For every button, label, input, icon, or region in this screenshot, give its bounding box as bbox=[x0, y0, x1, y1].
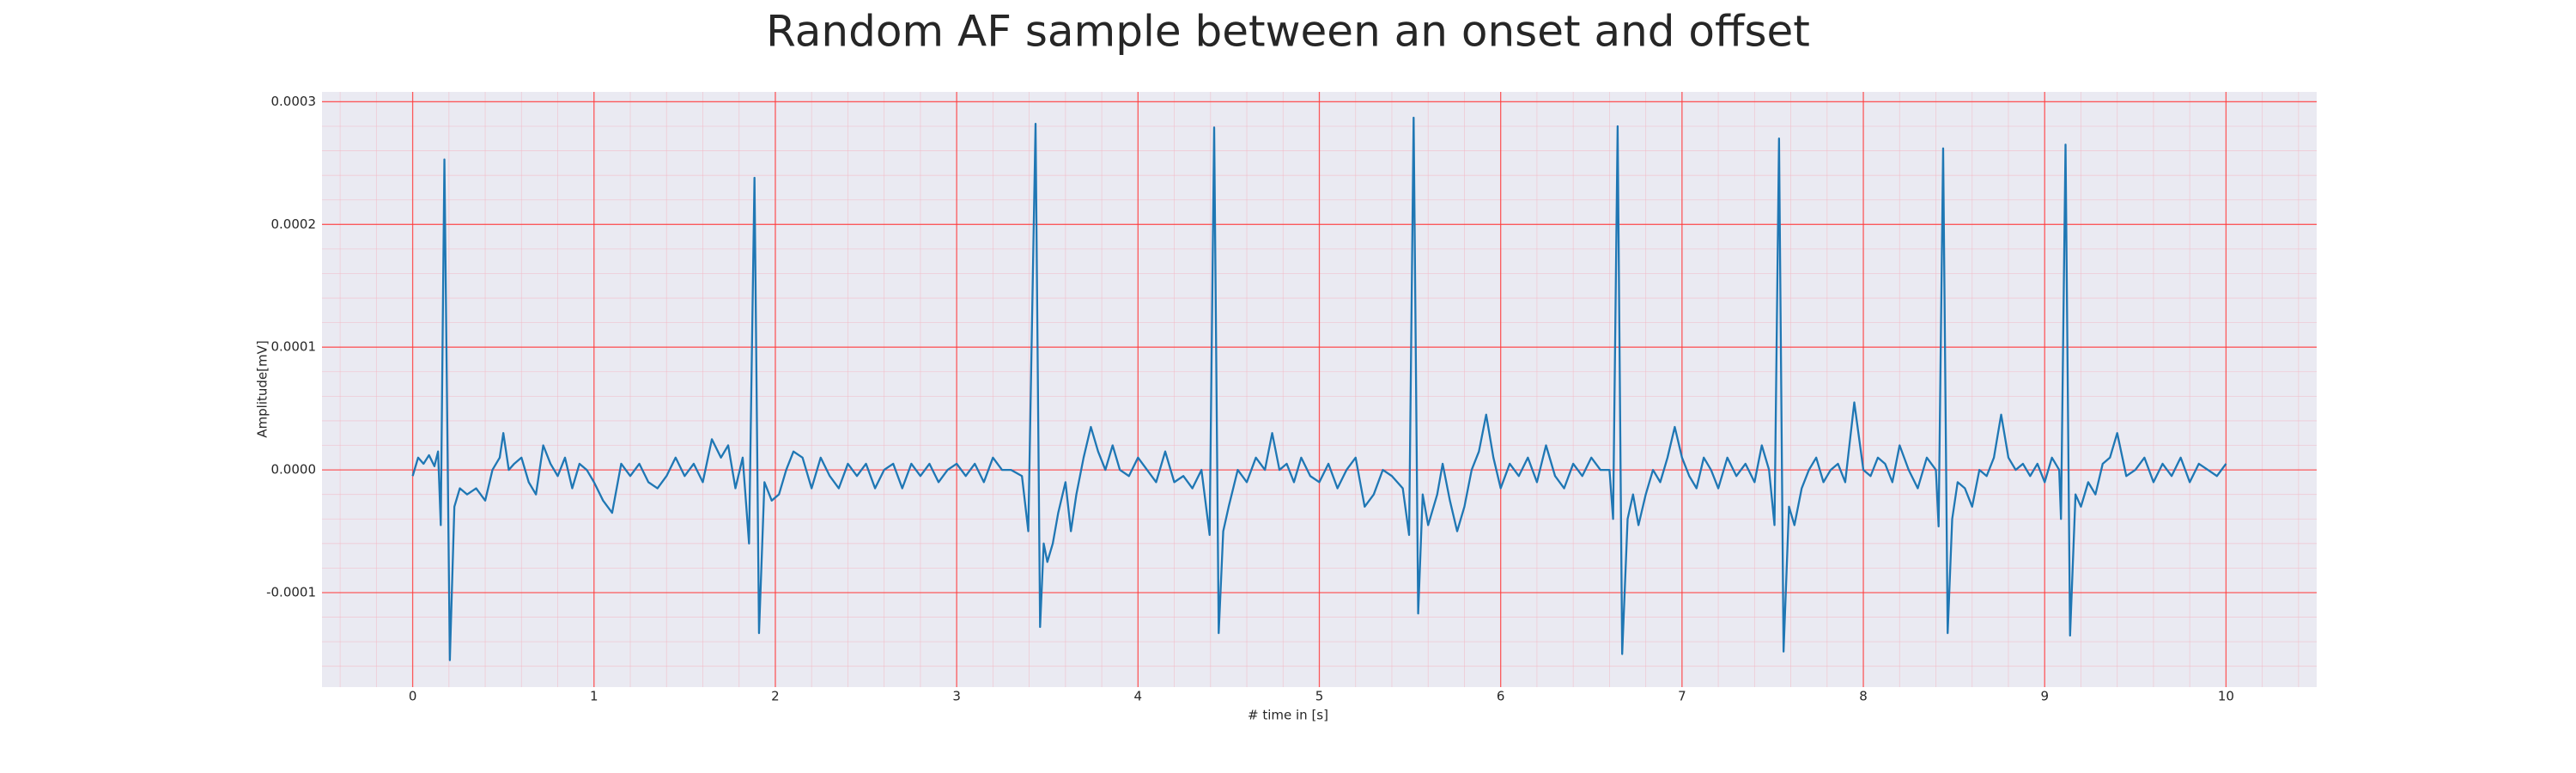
x-tick-label: 10 bbox=[2218, 689, 2234, 704]
signal-line bbox=[411, 116, 2227, 661]
x-tick-label: 5 bbox=[1315, 689, 1324, 704]
x-tick-label: 2 bbox=[771, 689, 780, 704]
x-tick-label: 4 bbox=[1134, 689, 1143, 704]
chart-title: Random AF sample between an onset and of… bbox=[766, 7, 1810, 57]
x-tick-label: 3 bbox=[952, 689, 961, 704]
y-axis-label: Amplitude[mV] bbox=[255, 340, 270, 437]
x-tick-label: 7 bbox=[1678, 689, 1686, 704]
x-tick-label: 0 bbox=[409, 689, 417, 704]
y-tick-label: 0.0002 bbox=[271, 216, 317, 232]
x-tick-label: 9 bbox=[2040, 689, 2049, 704]
x-tick-label: 6 bbox=[1497, 689, 1505, 704]
y-tick-label: -0.0001 bbox=[266, 584, 316, 600]
x-axis-label: # time in [s] bbox=[1248, 708, 1328, 723]
x-tick-label: 8 bbox=[1859, 689, 1868, 704]
y-tick-label: 0.0000 bbox=[271, 462, 317, 478]
y-tick-label: 0.0003 bbox=[271, 94, 317, 109]
y-tick-label: 0.0001 bbox=[271, 339, 317, 355]
x-tick-label: 1 bbox=[590, 689, 598, 704]
